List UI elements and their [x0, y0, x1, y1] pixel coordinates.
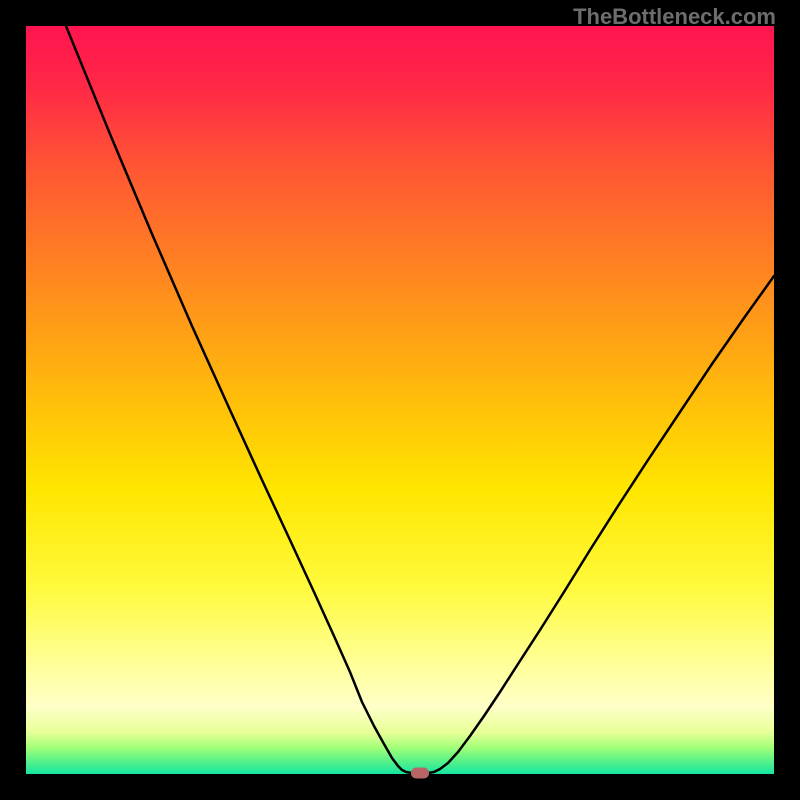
optimal-marker: [411, 768, 429, 779]
chart-canvas: TheBottleneck.com: [0, 0, 800, 800]
plot-area: [26, 26, 774, 774]
watermark-text: TheBottleneck.com: [573, 4, 776, 30]
